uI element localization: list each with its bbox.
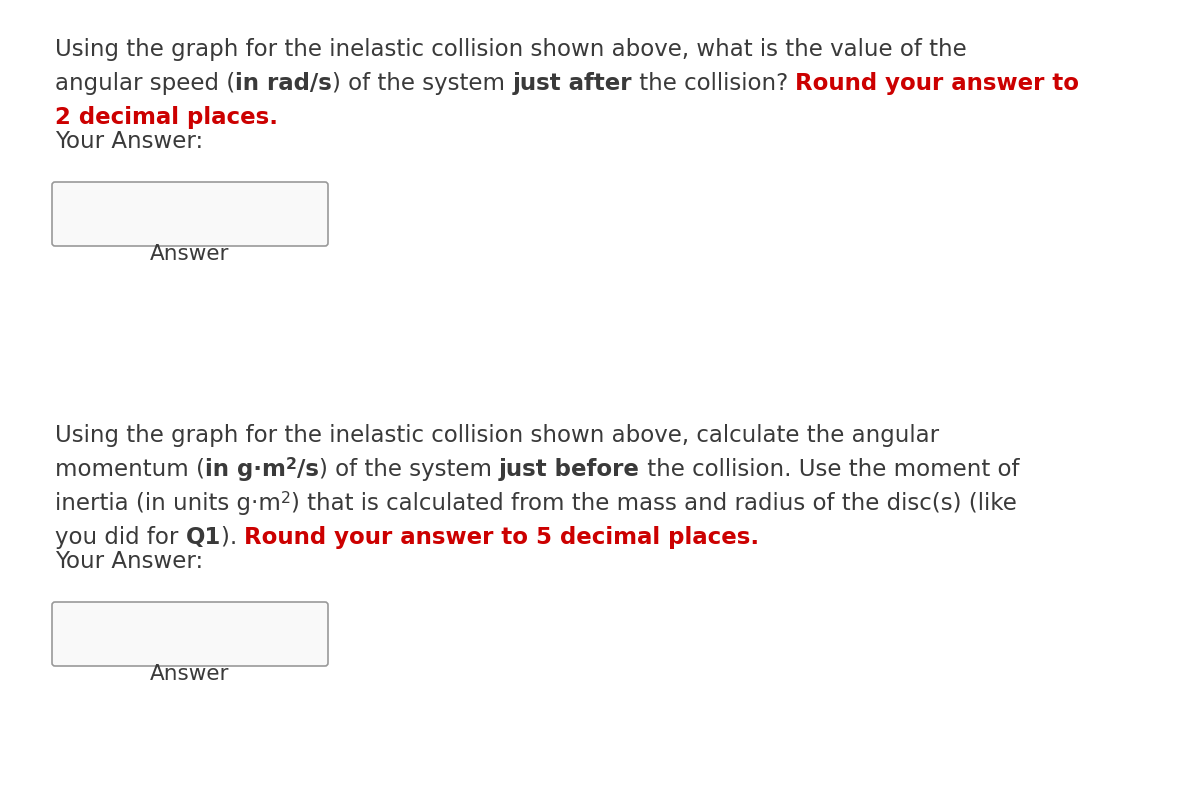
Text: you did for: you did for bbox=[55, 526, 186, 549]
Text: just after: just after bbox=[512, 72, 632, 95]
Text: 2 decimal places.: 2 decimal places. bbox=[55, 106, 278, 129]
Text: in rad/s: in rad/s bbox=[235, 72, 332, 95]
Text: ).: ). bbox=[221, 526, 245, 549]
Text: ) that is calculated from the mass and radius of the disc(s) (like: ) that is calculated from the mass and r… bbox=[290, 492, 1016, 515]
Text: Your Answer:: Your Answer: bbox=[55, 130, 203, 153]
FancyBboxPatch shape bbox=[52, 182, 328, 246]
Text: Using the graph for the inelastic collision shown above, calculate the angular: Using the graph for the inelastic collis… bbox=[55, 424, 940, 447]
Text: the collision?: the collision? bbox=[632, 72, 796, 95]
Text: Round your answer to: Round your answer to bbox=[796, 72, 1079, 95]
Text: 2: 2 bbox=[286, 456, 296, 471]
Text: ) of the system: ) of the system bbox=[319, 458, 499, 481]
Text: angular speed (: angular speed ( bbox=[55, 72, 235, 95]
Text: the collision. Use the moment of: the collision. Use the moment of bbox=[640, 458, 1019, 481]
FancyBboxPatch shape bbox=[52, 602, 328, 666]
Text: 2: 2 bbox=[281, 490, 290, 505]
Text: Round your answer to 5 decimal places.: Round your answer to 5 decimal places. bbox=[245, 526, 760, 549]
Text: Answer: Answer bbox=[150, 664, 229, 684]
Text: Answer: Answer bbox=[150, 244, 229, 264]
Text: /s: /s bbox=[296, 458, 319, 481]
Text: in g·m: in g·m bbox=[205, 458, 286, 481]
Text: momentum (: momentum ( bbox=[55, 458, 205, 481]
Text: just before: just before bbox=[499, 458, 640, 481]
Text: ) of the system: ) of the system bbox=[332, 72, 512, 95]
Text: Your Answer:: Your Answer: bbox=[55, 550, 203, 573]
Text: Using the graph for the inelastic collision shown above, what is the value of th: Using the graph for the inelastic collis… bbox=[55, 38, 967, 61]
Text: Q1: Q1 bbox=[186, 526, 221, 549]
Text: inertia (in units g·m: inertia (in units g·m bbox=[55, 492, 281, 515]
